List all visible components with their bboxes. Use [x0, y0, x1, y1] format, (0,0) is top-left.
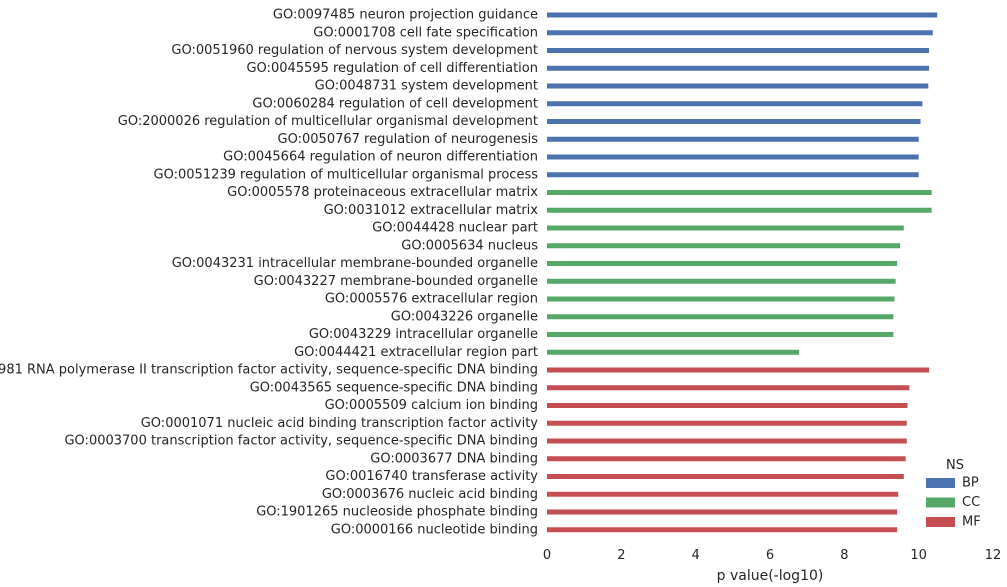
- bar-bp: [547, 101, 923, 107]
- category-label: GO:0045595 regulation of cell differenti…: [246, 61, 538, 76]
- bar-cc: [547, 278, 896, 284]
- category-label: GO:2000026 regulation of multicellular o…: [118, 114, 538, 129]
- bar-cc: [547, 314, 894, 320]
- category-label: GO:0043229 intracellular organelle: [309, 327, 538, 342]
- legend-label-cc: CC: [962, 495, 980, 510]
- x-tick-label: 4: [692, 548, 700, 563]
- bar-mf: [547, 474, 904, 479]
- x-tick-label: 6: [766, 548, 774, 563]
- bar-mf: [547, 456, 906, 462]
- category-label: GO:0050767 regulation of neurogenesis: [278, 132, 539, 147]
- category-label: GO:0043231 intracellular membrane-bounde…: [172, 256, 538, 271]
- category-label: GO:0048731 system development: [315, 79, 538, 94]
- category-label: GO:0043227 membrane-bounded organelle: [254, 274, 538, 289]
- category-label: GO:0000981 RNA polymerase II transcripti…: [0, 363, 538, 378]
- bar-mf: [547, 491, 899, 497]
- bar-mf: [547, 438, 907, 444]
- category-label: GO:0060284 regulation of cell developmen…: [252, 96, 538, 111]
- bars-layer: [547, 12, 938, 533]
- bar-cc: [547, 332, 894, 337]
- legend-label-mf: MF: [962, 515, 981, 530]
- x-tick-label: 10: [910, 548, 927, 563]
- bar-cc: [547, 243, 901, 249]
- x-tick-label: 2: [617, 548, 625, 563]
- category-label: GO:0005576 extracellular region: [325, 292, 538, 307]
- category-label: GO:0016740 transferase activity: [325, 469, 538, 484]
- legend-label-bp: BP: [962, 476, 979, 491]
- category-label: GO:0003677 DNA binding: [370, 451, 538, 466]
- bar-cc: [547, 190, 932, 195]
- legend-swatch-bp: [926, 478, 955, 488]
- category-label: GO:0043565 sequence-specific DNA binding: [250, 380, 538, 395]
- x-tick-label: 8: [840, 548, 848, 563]
- bar-bp: [547, 154, 919, 160]
- category-label: GO:0003676 nucleic acid binding: [322, 487, 538, 502]
- legend: NS BP CC MF: [926, 458, 981, 530]
- category-label: GO:0031012 extracellular matrix: [324, 203, 539, 218]
- category-label: GO:0003700 transcription factor activity…: [64, 434, 538, 449]
- category-label: GO:0051960 regulation of nervous system …: [171, 43, 538, 58]
- x-axis-label: p value(-log10): [717, 568, 824, 584]
- bar-mf: [547, 367, 930, 373]
- bar-bp: [547, 30, 933, 36]
- bar-mf: [547, 403, 908, 408]
- bar-cc: [547, 207, 932, 213]
- bar-mf: [547, 420, 907, 426]
- x-axis: 0 2 4 6 8 10 12: [543, 548, 1001, 563]
- category-label: GO:0001071 nucleic acid binding transcri…: [141, 416, 539, 431]
- category-label: GO:0043226 organelle: [391, 309, 538, 324]
- legend-swatch-cc: [926, 497, 955, 508]
- category-label: GO:0001708 cell fate specification: [313, 25, 538, 40]
- bar-cc: [547, 261, 898, 266]
- category-label: GO:0097485 neuron projection guidance: [273, 8, 538, 23]
- bar-bp: [547, 136, 919, 142]
- category-labels: GO:0097485 neuron projection guidance GO:…: [0, 8, 538, 538]
- x-tick-label: 12: [985, 548, 1002, 563]
- bar-bp: [547, 12, 938, 18]
- category-label: GO:0005578 proteinaceous extracellular m…: [227, 185, 538, 200]
- bar-bp: [547, 48, 930, 53]
- bar-bp: [547, 119, 921, 124]
- bar-cc: [547, 349, 799, 355]
- bar-mf: [547, 385, 910, 391]
- legend-title: NS: [946, 458, 964, 473]
- bar-cc: [547, 225, 904, 231]
- bar-mf: [547, 509, 898, 515]
- bar-bp: [547, 65, 930, 71]
- category-label: GO:0044421 extracellular region part: [294, 345, 538, 360]
- category-label: GO:0005509 calcium ion binding: [325, 398, 538, 413]
- category-label: GO:0044428 nuclear part: [372, 221, 538, 236]
- category-label: GO:0000166 nucleotide binding: [331, 522, 538, 537]
- category-label: GO:0045664 regulation of neuron differen…: [223, 150, 538, 165]
- bar-bp: [547, 83, 929, 89]
- bar-cc: [547, 296, 895, 302]
- category-label: GO:1901265 nucleoside phosphate binding: [256, 505, 538, 520]
- bar-bp: [547, 172, 919, 178]
- category-label: GO:0005634 nucleus: [401, 238, 538, 253]
- category-label: GO:0051239 regulation of multicellular o…: [154, 167, 539, 182]
- bar-mf: [547, 527, 898, 533]
- legend-swatch-mf: [926, 517, 955, 527]
- x-tick-label: 0: [543, 548, 551, 563]
